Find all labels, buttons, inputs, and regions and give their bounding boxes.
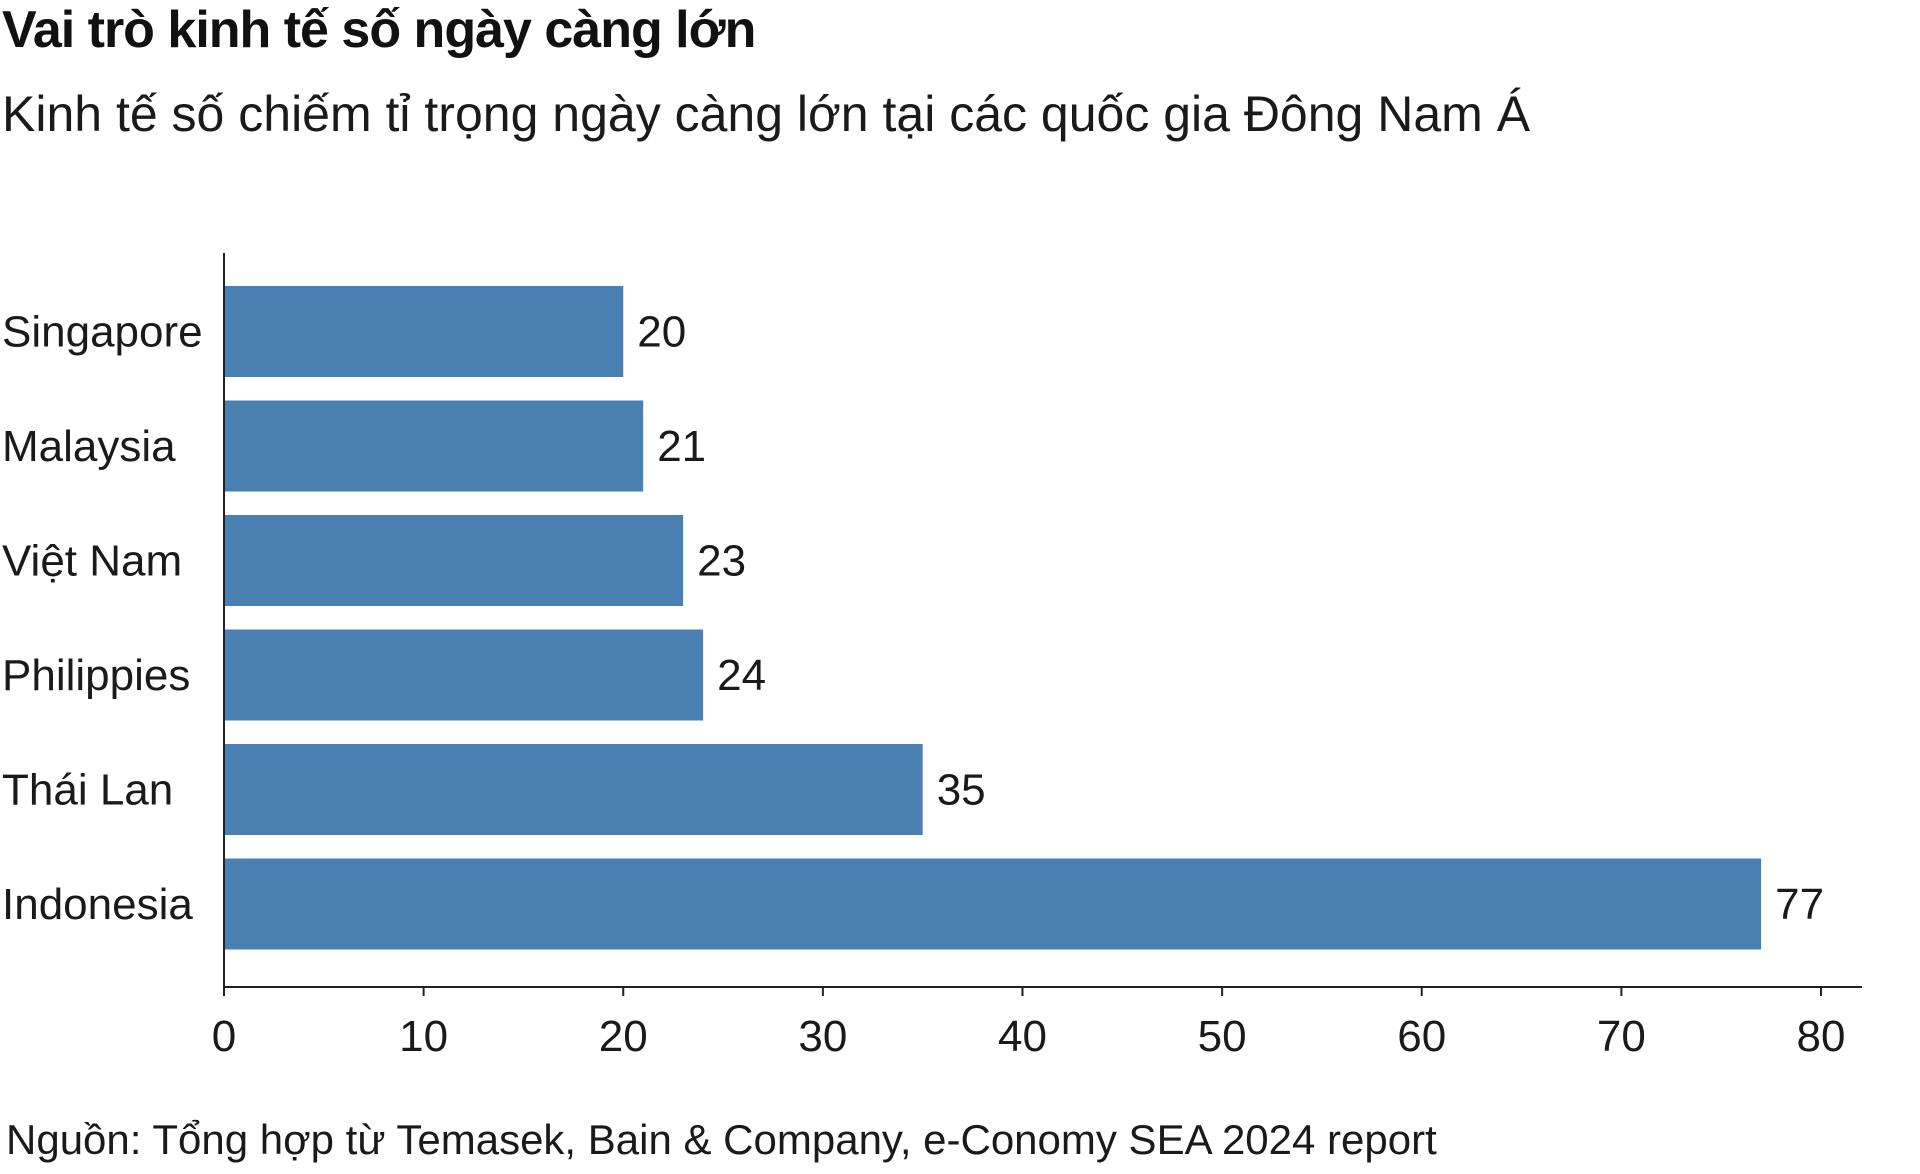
x-tick-label: 0 <box>212 1012 236 1061</box>
x-tick-label: 20 <box>599 1012 648 1061</box>
category-label: Indonesia <box>2 880 193 929</box>
data-label: 77 <box>1775 880 1824 929</box>
category-label: Singapore <box>2 308 203 357</box>
bar-5 <box>224 858 1762 950</box>
x-tick-label: 30 <box>798 1012 847 1061</box>
x-tick-label: 60 <box>1397 1012 1446 1061</box>
data-label: 21 <box>657 422 706 471</box>
x-tick-label: 10 <box>399 1012 448 1061</box>
category-label: Philippies <box>2 651 190 700</box>
x-tick-label: 70 <box>1597 1012 1646 1061</box>
x-tick-label: 80 <box>1797 1012 1846 1061</box>
chart-title: Vai trò kinh tế số ngày càng lớn <box>2 1 756 59</box>
x-tick-label: 50 <box>1198 1012 1247 1061</box>
category-label: Việt Nam <box>2 537 182 586</box>
bar-3 <box>224 629 704 721</box>
data-label: 24 <box>717 651 766 700</box>
bar-0 <box>224 286 624 377</box>
data-label: 35 <box>937 766 986 815</box>
bar-4 <box>224 744 923 835</box>
bar-2 <box>224 515 684 606</box>
chart-subtitle: Kinh tế số chiếm tỉ trọng ngày càng lớn … <box>2 86 1531 142</box>
category-label: Malaysia <box>2 422 176 471</box>
chart-source: Nguồn: Tổng hợp từ Temasek, Bain & Compa… <box>6 1116 1437 1163</box>
bar-1 <box>224 400 644 492</box>
data-label: 20 <box>637 308 686 357</box>
category-label: Thái Lan <box>2 766 173 815</box>
x-tick-label: 40 <box>998 1012 1047 1061</box>
data-label: 23 <box>697 537 746 586</box>
